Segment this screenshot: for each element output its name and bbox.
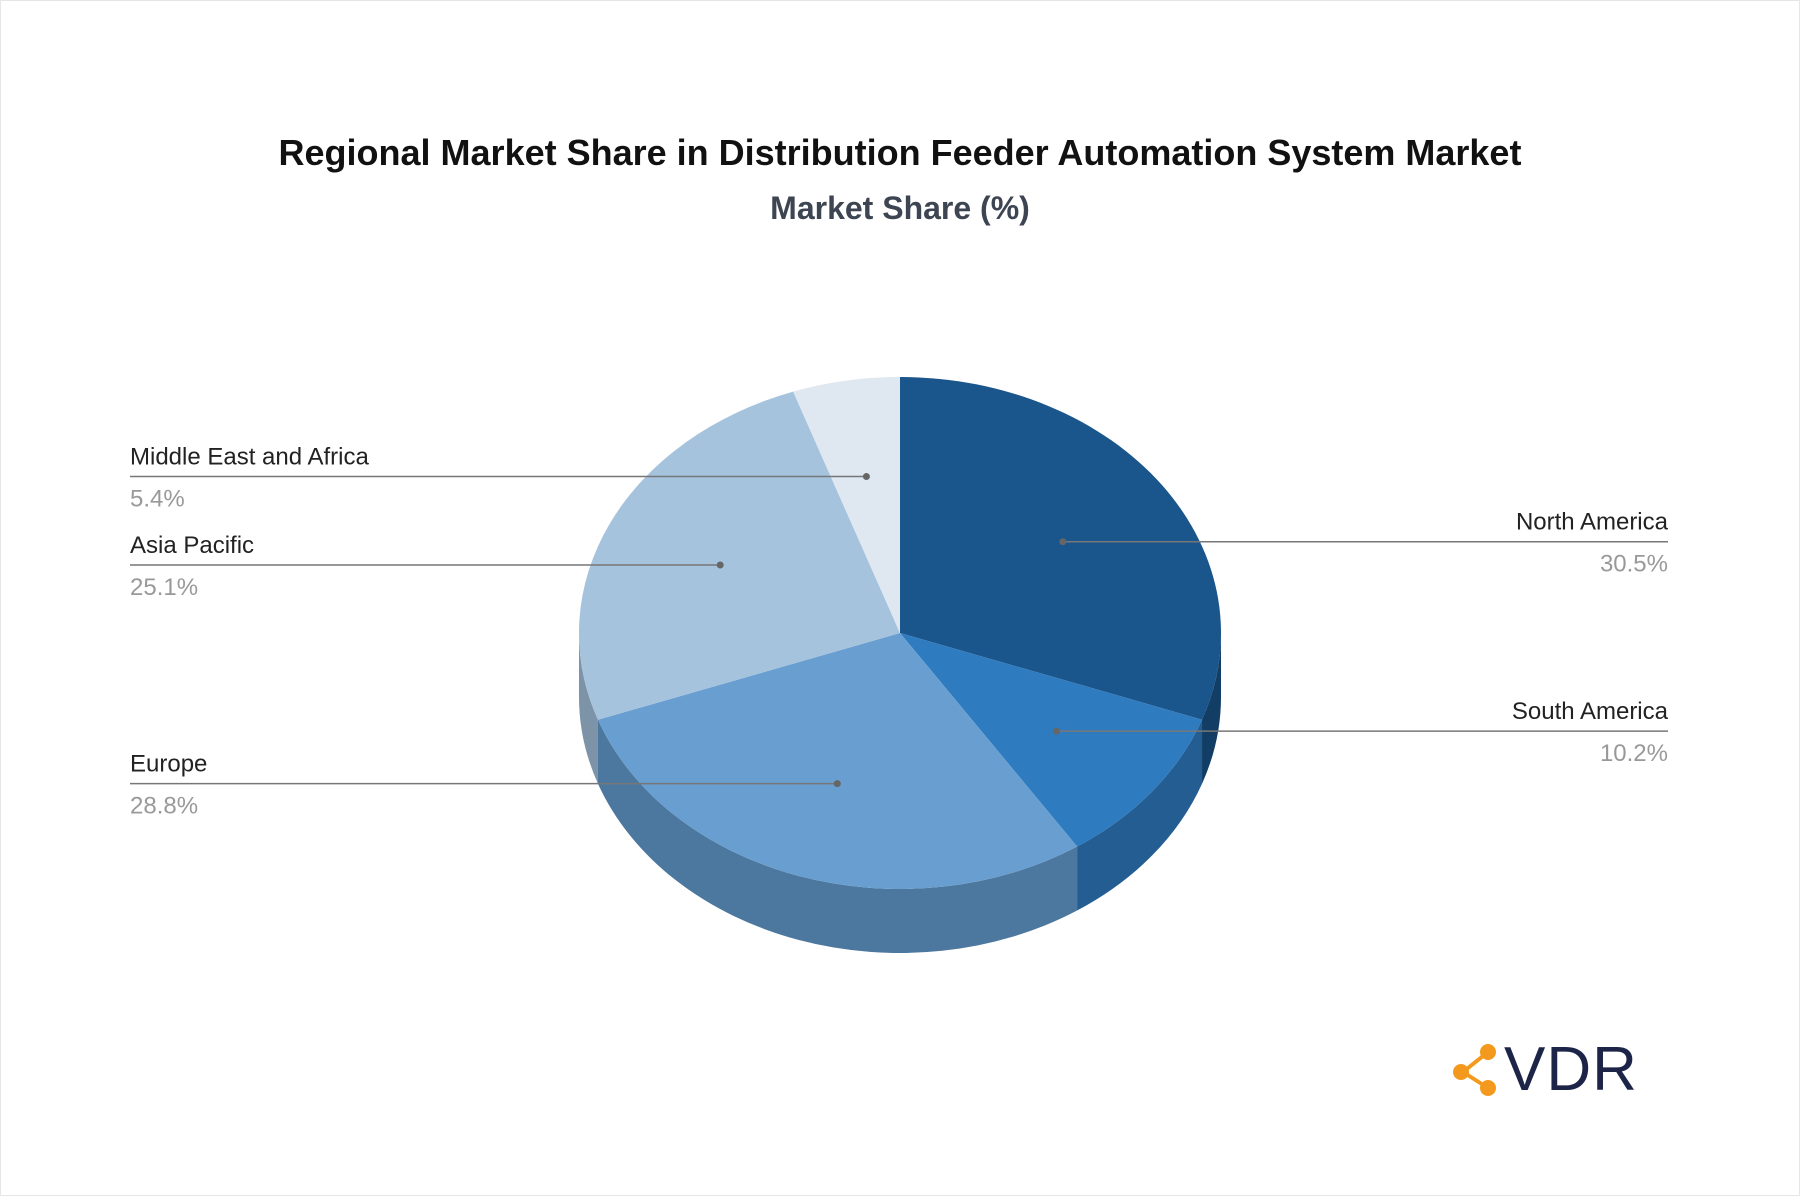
value-middle-east-and-africa: 5.4% — [130, 486, 185, 513]
slice-north-america[interactable] — [900, 377, 1221, 720]
label-north-america: North America — [1516, 509, 1669, 536]
leader-dot-south-america — [1052, 727, 1060, 735]
leader-dot-north-america — [1059, 538, 1067, 546]
side-south-america — [1077, 719, 1203, 911]
side-europe — [597, 719, 1078, 954]
slice-europe[interactable] — [597, 633, 1078, 890]
slice-asia-pacific[interactable] — [579, 391, 900, 720]
chart-subtitle: Market Share (%) — [770, 190, 1030, 226]
slice-middle-east-and-africa[interactable] — [793, 377, 900, 633]
label-middle-east-and-africa: Middle East and Africa — [130, 444, 369, 471]
side-asia-pacific — [579, 633, 598, 784]
slice-labels: North America 30.5% South America 10.2% Euro… — [130, 444, 1669, 820]
side-north-america — [1202, 633, 1221, 784]
logo-text: VDR — [1504, 1035, 1638, 1104]
leader-dot-middle-east-and-africa — [862, 473, 870, 481]
label-south-america: South America — [1512, 698, 1669, 725]
value-north-america: 30.5% — [1600, 551, 1668, 578]
pie-side-walls — [579, 633, 1221, 954]
pie-top-faces — [579, 377, 1221, 890]
share-icon — [1453, 1044, 1496, 1096]
vdr-logo: VDR — [1448, 1035, 1648, 1110]
leader-dot-europe — [833, 780, 841, 788]
chart-title: Regional Market Share in Distribution Fe… — [278, 132, 1522, 173]
leader-dot-asia-pacific — [716, 561, 724, 569]
value-asia-pacific: 25.1% — [130, 574, 198, 601]
value-south-america: 10.2% — [1600, 740, 1668, 767]
value-europe: 28.8% — [130, 793, 198, 820]
label-asia-pacific: Asia Pacific — [130, 532, 254, 559]
slice-south-america[interactable] — [900, 633, 1203, 847]
label-europe: Europe — [130, 751, 207, 778]
